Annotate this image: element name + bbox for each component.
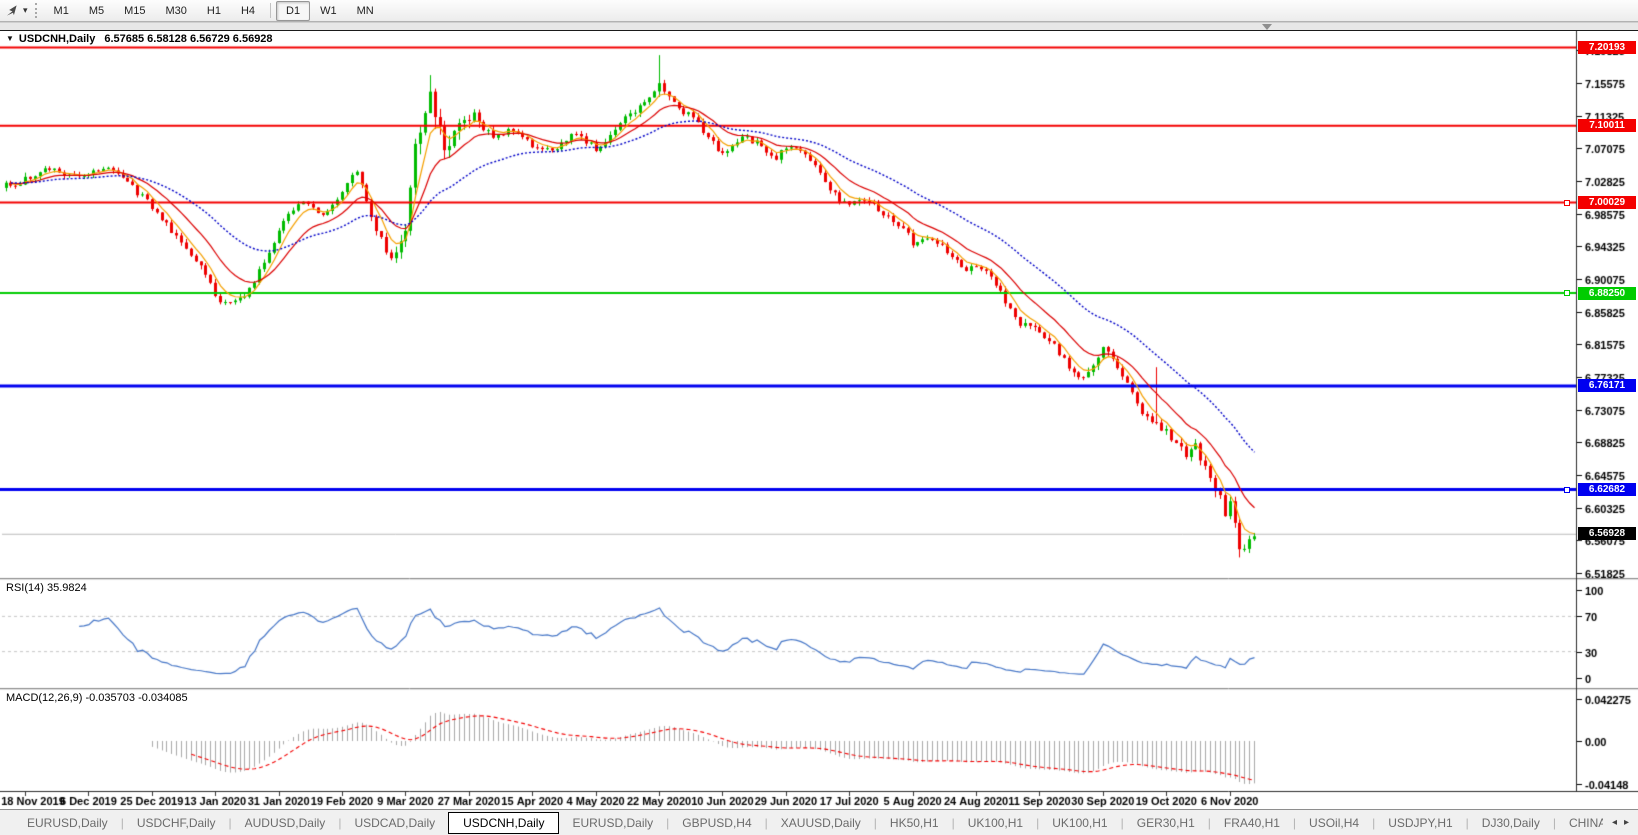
hline-price-label-6.88250[interactable]: 6.88250: [1578, 286, 1636, 300]
chart-tabs-list: EURUSD,Daily | USDCHF,Daily | AUDUSD,Daily | U…: [0, 810, 1603, 835]
timeframe-buttons: M1 M5 M15 M30 H1 H4 D1 W1 MN: [44, 0, 384, 21]
chart-tabs-bar: EURUSD,Daily | USDCHF,Daily | AUDUSD,Daily | U…: [0, 809, 1638, 835]
hline-drag-handle-6.62682[interactable]: [1564, 486, 1570, 493]
tab-separator: |: [338, 815, 342, 830]
chart-tab-gbpusd-h4[interactable]: GBPUSD,H4: [682, 815, 752, 830]
tab-separator: |: [1465, 815, 1469, 830]
tab-scroll-right-icon[interactable]: ▸: [1623, 817, 1629, 828]
chart-title-bar: ▼ USDCNH,Daily 6.57685 6.58128 6.56729 6…: [0, 31, 273, 46]
macd-indicator-label: MACD(12,26,9) -0.035703 -0.034085: [6, 692, 188, 704]
tab-separator: |: [120, 815, 124, 830]
chart-tab-uk100-h1[interactable]: UK100,H1: [1052, 815, 1108, 830]
tool-dropdown-caret-icon[interactable]: ▾: [23, 5, 28, 15]
hline-price-label-7.10011[interactable]: 7.10011: [1578, 119, 1636, 133]
price-chart-canvas[interactable]: [0, 31, 1638, 809]
tab-separator: |: [1120, 815, 1124, 830]
chart-tab-usdchf-daily[interactable]: USDCHF,Daily: [136, 815, 216, 830]
timeframe-button-w1[interactable]: W1: [320, 4, 337, 17]
timeframe-button-m1[interactable]: M1: [53, 4, 69, 17]
rsi-indicator-label: RSI(14) 35.9824: [6, 582, 87, 594]
tab-separator: |: [1207, 815, 1211, 830]
timeframe-button-h1[interactable]: H1: [206, 4, 221, 17]
chart-tab-dj30-daily[interactable]: DJ30,Daily: [1481, 815, 1540, 830]
chart-hscrollbar[interactable]: [0, 22, 1638, 31]
chart-tab-hk50-h1[interactable]: HK50,H1: [889, 815, 939, 830]
chart-shift-marker-icon[interactable]: [1262, 24, 1272, 30]
tab-separator: |: [1372, 815, 1376, 830]
chart-tab-usdcad-daily[interactable]: USDCAD,Daily: [354, 815, 436, 830]
chart-tab-eurusd-daily[interactable]: EURUSD,Daily: [27, 815, 108, 830]
hline-drag-handle-6.88250[interactable]: [1564, 290, 1570, 297]
hline-price-label-7.20193[interactable]: 7.20193: [1578, 41, 1636, 55]
tab-separator: |: [873, 815, 877, 830]
tab-scroll-left-icon[interactable]: ◂: [1611, 817, 1617, 828]
hline-price-label-6.62682[interactable]: 6.62682: [1578, 483, 1636, 497]
toolbar-divider: [270, 3, 272, 18]
timeframe-button-h4[interactable]: H4: [240, 4, 256, 17]
chart-tab-usoil-h4[interactable]: USOil,H4: [1309, 815, 1360, 830]
chart-tab-usdjpy-h1[interactable]: USDJPY,H1: [1388, 815, 1453, 830]
chart-tab-xauusd-daily[interactable]: XAUUSD,Daily: [780, 815, 861, 830]
chart-tab-china300-h1[interactable]: CHINA300,H1: [1568, 815, 1603, 830]
timeframe-button-m5[interactable]: M5: [88, 4, 105, 17]
tab-separator: |: [951, 815, 955, 830]
timeframe-button-mn[interactable]: MN: [356, 4, 374, 17]
tab-separator: |: [1292, 815, 1297, 830]
collapse-caret-icon[interactable]: ▼: [6, 34, 14, 43]
hline-drag-handle-7.00029[interactable]: [1564, 199, 1570, 206]
tab-separator: |: [228, 815, 232, 830]
chart-symbol-title: USDCNH,Daily: [18, 32, 96, 45]
tab-separator: |: [1552, 815, 1556, 830]
chart-tab-usdcnh-daily[interactable]: USDCNH,Daily: [448, 811, 560, 834]
chart-tab-eurusd-daily[interactable]: EURUSD,Daily: [572, 815, 654, 830]
timeframe-button-m15[interactable]: M15: [124, 4, 146, 17]
timeframe-button-m30[interactable]: M30: [165, 4, 187, 17]
chart-tab-fra40-h1[interactable]: FRA40,H1: [1223, 815, 1280, 830]
tab-separator: |: [764, 815, 768, 830]
chart-cursor-tool-icon[interactable]: [2, 3, 20, 19]
chart-tab-uk100-h1[interactable]: UK100,H1: [967, 815, 1024, 830]
tab-separator: |: [666, 815, 670, 830]
hline-price-label-7.00029[interactable]: 7.00029: [1578, 196, 1636, 209]
toolbar-grip[interactable]: [34, 3, 37, 18]
chart-tab-audusd-daily[interactable]: AUDUSD,Daily: [244, 815, 326, 830]
chart-tab-ger30-h1[interactable]: GER30,H1: [1136, 815, 1195, 830]
timeframe-button-d1[interactable]: D1: [276, 0, 311, 21]
current-price-label[interactable]: 6.56928: [1578, 527, 1636, 541]
toolbar: ▾ M1 M5 M15 M30 H1 H4 D1 W1 MN: [0, 0, 1638, 22]
hline-price-label-6.76171[interactable]: 6.76171: [1578, 379, 1636, 393]
chart-ohlc-values: 6.57685 6.58128 6.56729 6.56928: [104, 32, 273, 45]
tab-separator: |: [1036, 815, 1040, 830]
tab-scroll-arrows: ◂ ▸: [1603, 817, 1638, 828]
